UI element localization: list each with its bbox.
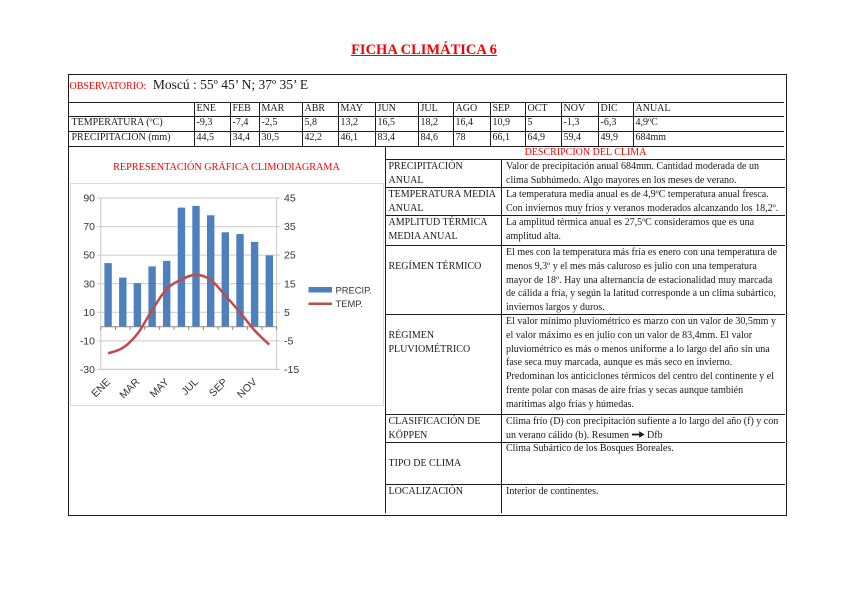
svg-text:-10: -10 xyxy=(80,335,95,347)
svg-text:PRECIP.: PRECIP. xyxy=(336,284,372,295)
svg-text:-30: -30 xyxy=(80,364,95,376)
svg-text:10: 10 xyxy=(83,307,95,319)
svg-text:35: 35 xyxy=(284,221,296,233)
svg-text:30: 30 xyxy=(83,278,95,290)
svg-text:TEMP.: TEMP. xyxy=(336,298,363,309)
svg-text:45: 45 xyxy=(284,193,296,205)
svg-text:70: 70 xyxy=(83,221,95,233)
svg-text:90: 90 xyxy=(83,193,95,205)
svg-text:-15: -15 xyxy=(284,364,299,376)
svg-text:15: 15 xyxy=(284,278,296,290)
svg-text:-5: -5 xyxy=(284,335,293,347)
svg-text:5: 5 xyxy=(284,307,290,319)
svg-text:50: 50 xyxy=(83,250,95,262)
svg-text:25: 25 xyxy=(284,250,296,262)
